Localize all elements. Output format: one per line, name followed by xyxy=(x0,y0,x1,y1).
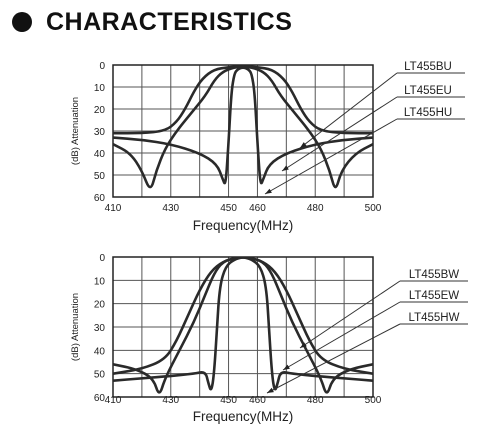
series-line-lt455hu xyxy=(113,66,373,185)
y-tick-label: 50 xyxy=(94,370,106,381)
y-tick-label: 50 xyxy=(94,171,106,182)
bullet-icon xyxy=(12,12,32,32)
y-tick-label: 30 xyxy=(94,323,106,334)
legend-label: LT455HW xyxy=(409,312,460,324)
y-tick-label: 20 xyxy=(94,300,106,311)
legend-leader-line xyxy=(264,118,398,195)
legend-arrow-icon xyxy=(267,387,274,393)
legend-arrow-icon xyxy=(282,165,289,171)
x-tick-label: 500 xyxy=(365,203,382,214)
x-axis-label: Frequency(MHz) xyxy=(193,409,294,424)
legend-label: LT455EU xyxy=(404,85,452,97)
legend-label: LT455BW xyxy=(409,269,459,281)
y-tick-label: 0 xyxy=(99,253,105,264)
series-line-lt455eu xyxy=(113,65,373,189)
chart-grid xyxy=(112,256,374,398)
y-tick-label: 30 xyxy=(94,127,106,138)
x-tick-label: 430 xyxy=(162,203,179,214)
legend-leader-line xyxy=(266,323,401,394)
y-tick-label: 40 xyxy=(94,149,106,160)
x-tick-label: 410 xyxy=(105,203,122,214)
y-tick-label: 20 xyxy=(94,105,106,116)
legend-label: LT455EW xyxy=(409,290,459,302)
plot-frame xyxy=(112,64,374,198)
x-tick-label: 410 xyxy=(105,395,122,406)
legend-arrow-icon xyxy=(283,364,290,370)
legend-leader-line xyxy=(299,72,398,149)
legend-arrow-icon xyxy=(300,342,307,348)
legend-label: LT455BU xyxy=(404,61,452,73)
x-tick-label: 430 xyxy=(162,395,179,406)
x-tick-label: 500 xyxy=(365,395,382,406)
series-line-lt455bu xyxy=(113,65,373,135)
y-tick-label: 0 xyxy=(99,61,105,72)
chart-bottom: 0 10 20 30 40 50 60 410 430 450 460 480 500 Frequency… xyxy=(70,253,468,424)
legend-leader-line xyxy=(299,280,401,349)
y-axis-label: (dB) Attenuation xyxy=(70,293,81,361)
y-tick-label: 10 xyxy=(94,276,106,287)
legend-leader-line xyxy=(281,96,398,172)
x-tick-label: 480 xyxy=(307,203,324,214)
y-axis-label: (dB) Attenuation xyxy=(70,97,81,165)
page-title: CHARACTERISTICS xyxy=(46,7,293,36)
x-tick-label: 460 xyxy=(249,203,266,214)
legend-label: LT455HU xyxy=(404,107,452,119)
y-tick-label: 10 xyxy=(94,83,106,94)
x-tick-label: 460 xyxy=(249,395,266,406)
x-tick-label: 450 xyxy=(220,395,237,406)
x-axis-label: Frequency(MHz) xyxy=(193,218,294,233)
series-line-lt455bw xyxy=(113,257,373,375)
y-tick-label: 40 xyxy=(94,346,106,357)
x-tick-label: 480 xyxy=(307,395,324,406)
x-tick-label: 450 xyxy=(220,203,237,214)
series-line-lt455hw xyxy=(113,257,373,391)
y-tick-label: 60 xyxy=(94,393,106,404)
legend-arrow-icon xyxy=(300,142,307,148)
section-heading: CHARACTERISTICS xyxy=(12,6,292,38)
legend-arrow-icon xyxy=(265,188,272,194)
y-tick-label: 60 xyxy=(94,193,106,204)
legend-leader-line xyxy=(282,301,401,371)
